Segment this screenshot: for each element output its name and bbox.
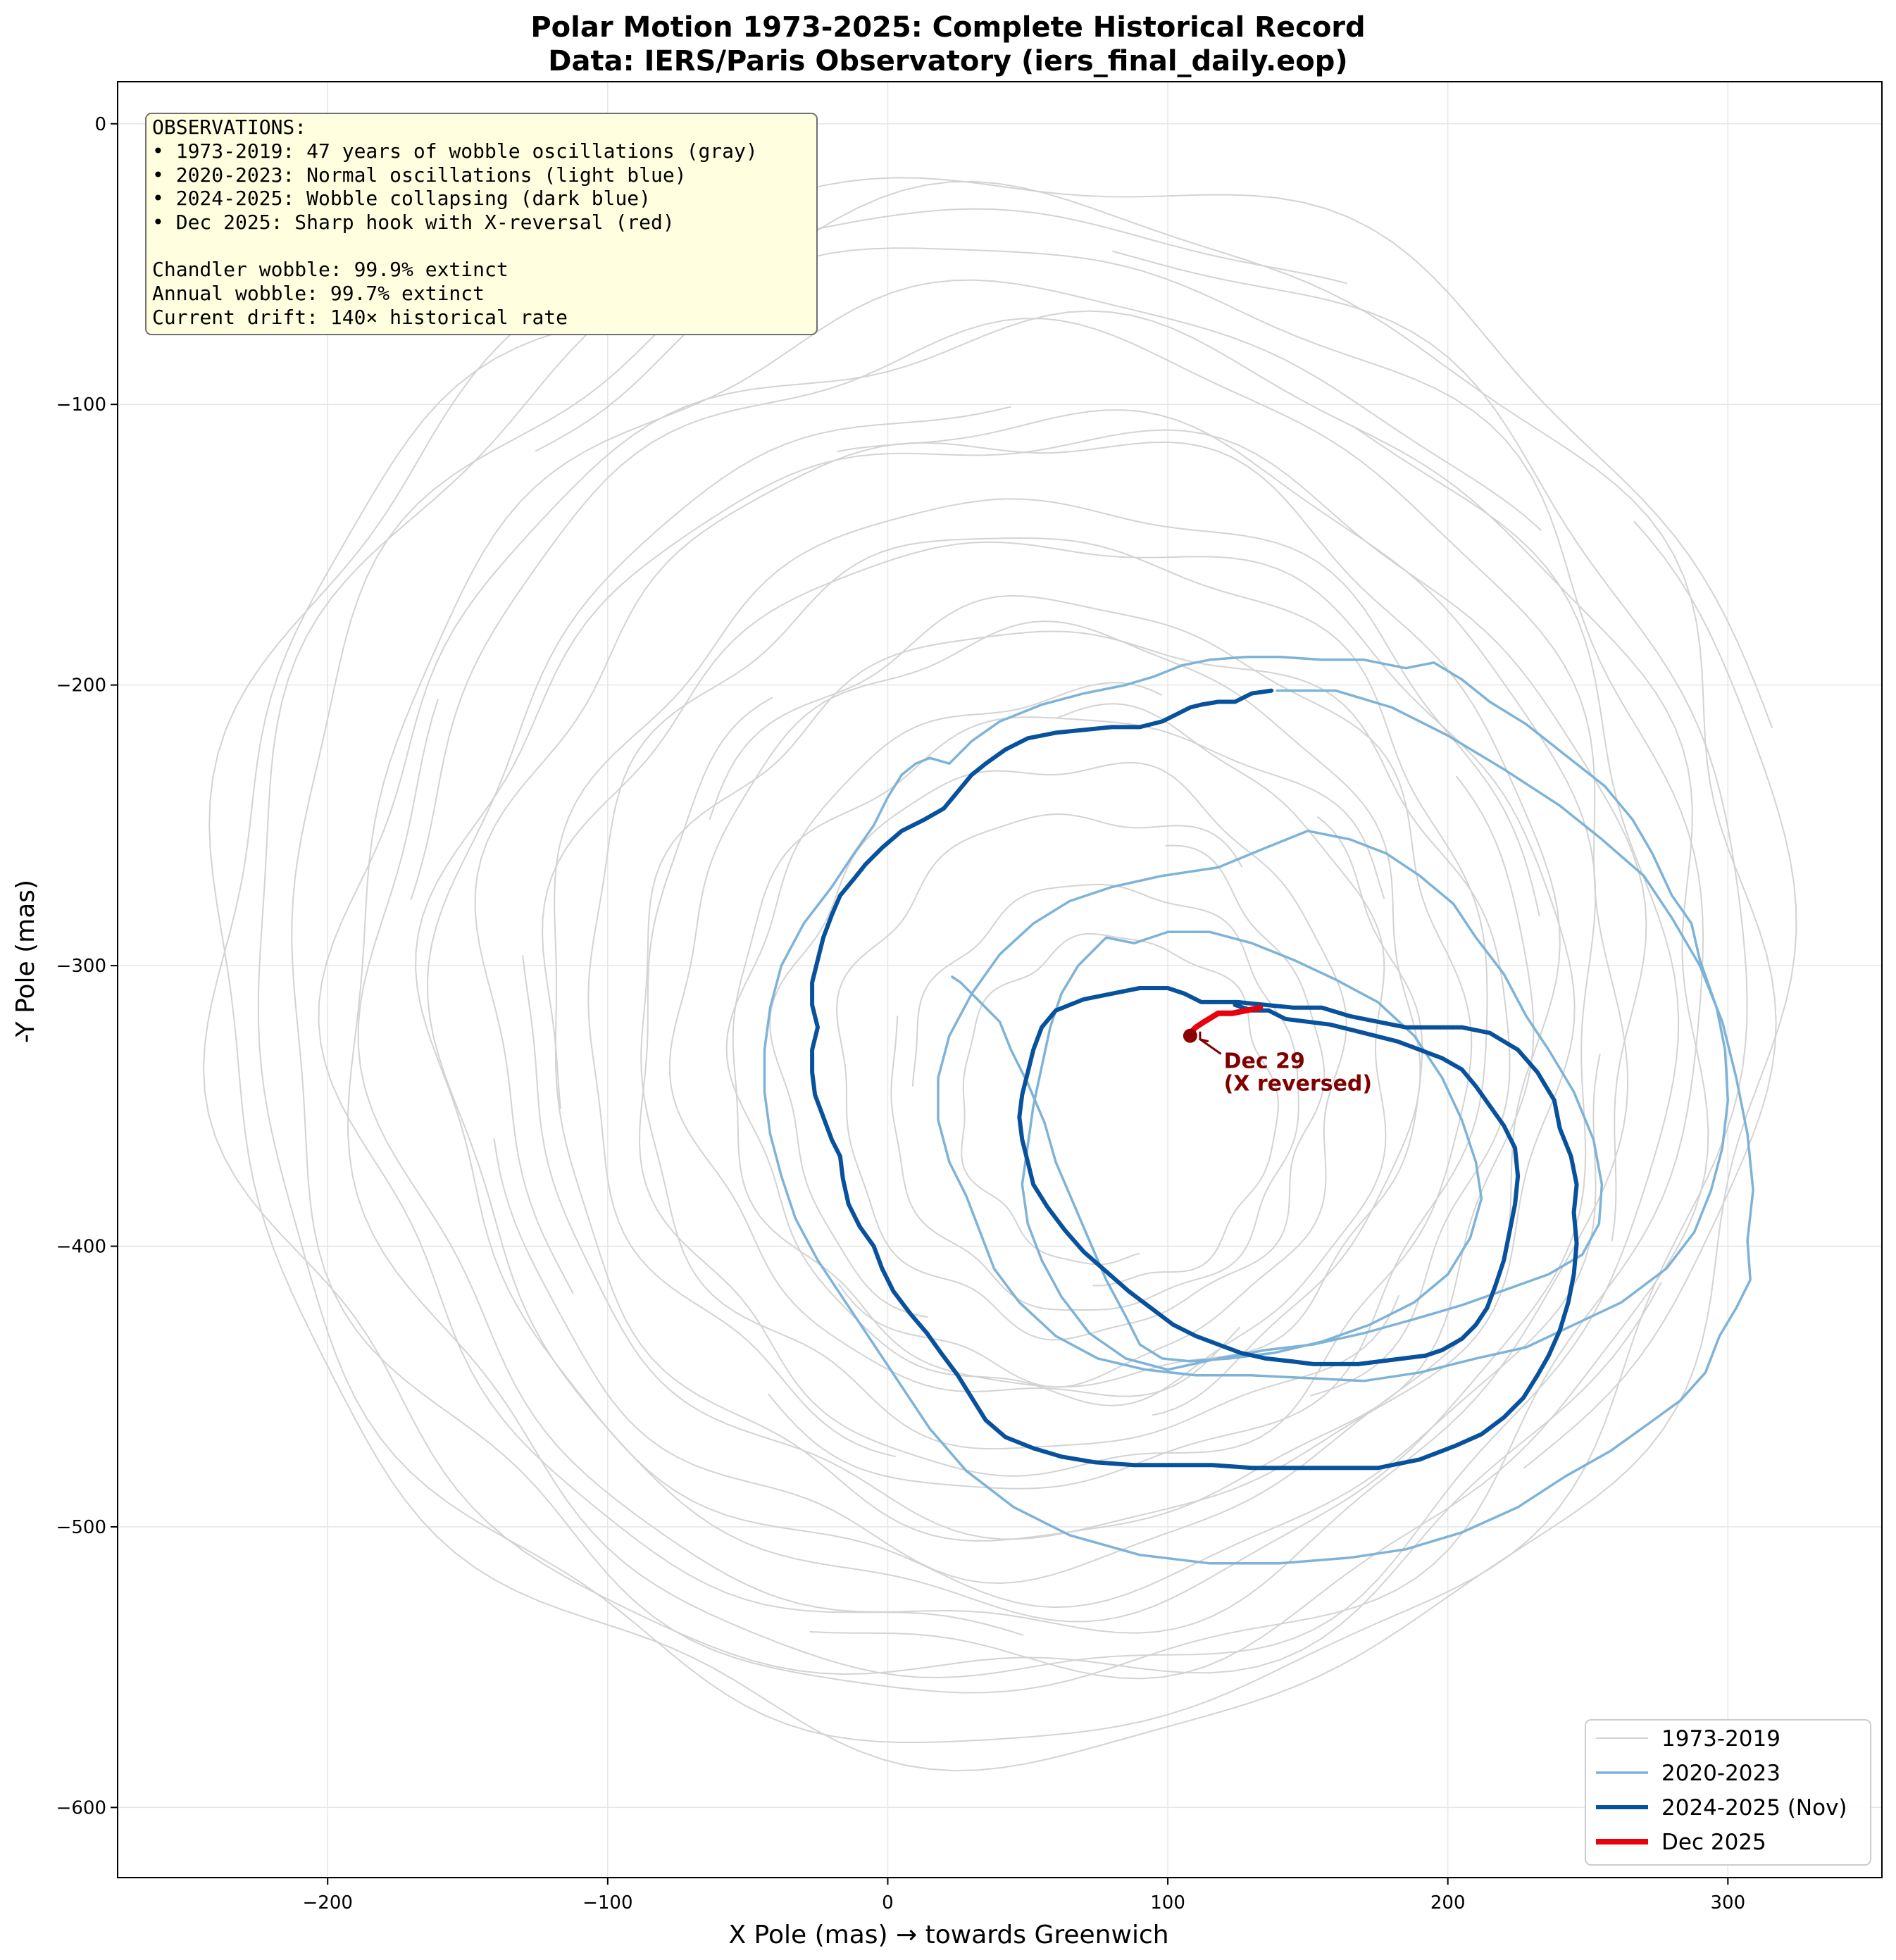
series-1973-2019: [203, 177, 1797, 1772]
historical-loop: [769, 761, 1347, 1388]
observations-box: OBSERVATIONS: • 1973-2019: 47 years of w…: [145, 113, 818, 335]
series-lines: [763, 656, 1754, 1565]
y-tick-label: −500: [56, 1517, 106, 1538]
legend-label-2024-2025: 2024-2025 (Nov): [1661, 1795, 1847, 1821]
y-tick-label: −200: [56, 675, 106, 697]
obs-line-8: Current drift: 140× historical rate: [152, 306, 568, 329]
obs-line-6: Chandler wobble: 99.9% extinct: [152, 258, 509, 281]
x-tick-label: −100: [582, 1892, 632, 1914]
y-tick-label: −100: [56, 394, 106, 416]
series-line-2020-2023: [763, 656, 1754, 1565]
historical-loop: [732, 716, 1423, 1388]
historical-loop: [890, 883, 1299, 1311]
historical-loop: [961, 932, 1279, 1287]
legend-frame: [1585, 1719, 1871, 1866]
obs-line-4: • Dec 2025: Sharp hook with X-reversal (…: [152, 211, 675, 234]
historical-loop: [347, 279, 1680, 1678]
x-tick-label: 0: [882, 1892, 894, 1914]
historical-loop: [725, 682, 1387, 1406]
x-axis-label: X Pole (mas) → towards Greenwich: [728, 1921, 1168, 1949]
historical-loop: [257, 208, 1748, 1743]
obs-line-2: • 2020-2023: Normal oscillations (light …: [152, 163, 687, 187]
plot-frame: [117, 81, 1883, 1878]
chart-title: Polar Motion 1973-2025: Complete Histori…: [530, 11, 1365, 44]
historical-loop: [668, 620, 1421, 1416]
historical-loop: [587, 537, 1488, 1490]
series-line-2024-2025-nov-: [810, 688, 1579, 1471]
historical-loop: [415, 429, 1647, 1609]
historical-loop: [357, 318, 1629, 1634]
series-line-dec-2025: [1187, 1004, 1264, 1036]
historical-loop: [426, 406, 1597, 1623]
annotation-arrow: [1199, 1038, 1222, 1055]
legend-label-2020-2023: 2020-2023: [1661, 1761, 1780, 1786]
x-tick-label: 100: [1150, 1892, 1185, 1914]
historical-loop: [639, 595, 1473, 1477]
historical-loop: [474, 441, 1561, 1584]
y-tick-label: −300: [56, 956, 106, 977]
historical-loop: [640, 630, 1511, 1450]
x-tick-label: −200: [303, 1892, 353, 1914]
historical-loop: [836, 813, 1326, 1341]
observations-background: [145, 113, 818, 335]
historical-loop: [318, 310, 1709, 1680]
obs-line-1: • 1973-2019: 47 years of wobble oscillat…: [152, 139, 758, 163]
legend: 1973-2019 2020-2023 2024-2025 (Nov) Dec …: [1585, 1719, 1871, 1866]
legend-label-1973-2019: 1973-2019: [1661, 1726, 1780, 1752]
obs-line-3: • 2024-2025: Wobble collapsing (dark blu…: [152, 187, 651, 210]
annotation-dec29: Dec 29: [1224, 1049, 1305, 1074]
axis-ticks: −200 −100 0 100 200 300 0 −100 −200 −300 −400 −500 −…: [56, 114, 1746, 1914]
dec29-marker: [1183, 1028, 1197, 1043]
annotation: Dec 29 (X reversed): [1183, 1028, 1373, 1097]
y-tick-label: −600: [56, 1797, 106, 1818]
annotation-arrowhead: [1199, 1031, 1209, 1043]
annotation-x-reversed: (X reversed): [1224, 1072, 1373, 1097]
historical-loop: [203, 180, 1777, 1675]
legend-label-dec-2025: Dec 2025: [1661, 1830, 1766, 1855]
chart-subtitle: Data: IERS/Paris Observatory (iers_final…: [548, 45, 1347, 77]
historical-loop: [522, 541, 1576, 1540]
y-tick-label: 0: [94, 114, 106, 135]
x-tick-label: 300: [1710, 1892, 1745, 1914]
historical-loop: [291, 247, 1704, 1694]
y-axis-label: -Y Pole (mas): [11, 880, 40, 1043]
historical-loop: [554, 498, 1540, 1542]
y-tick-label: −400: [56, 1237, 106, 1258]
x-tick-label: 200: [1430, 1892, 1466, 1914]
historical-loop: [208, 177, 1797, 1772]
obs-line-7: Annual wobble: 99.7% extinct: [152, 282, 485, 305]
obs-line-0: OBSERVATIONS:: [152, 116, 306, 139]
